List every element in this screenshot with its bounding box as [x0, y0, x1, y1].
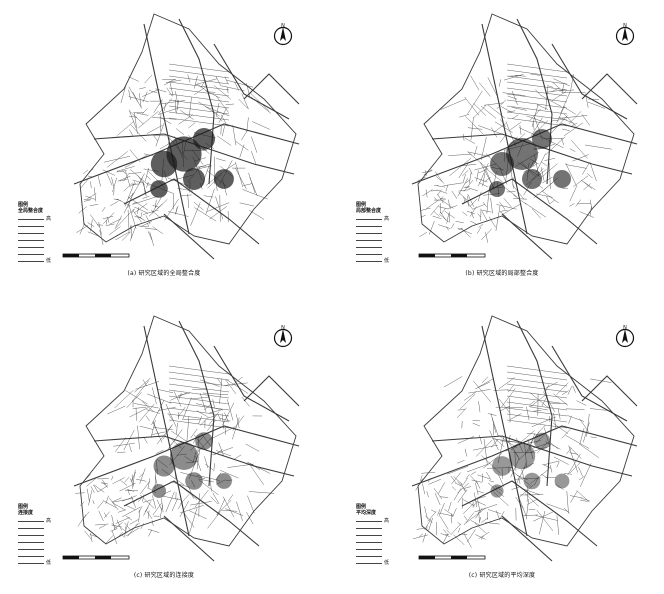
scale-bar	[418, 253, 486, 258]
map-panel-d: N 图例 平均深度 高 低 (c) 研究区域的平均深度	[352, 306, 652, 586]
north-arrow-icon: N	[615, 23, 635, 46]
legend-low: 低	[384, 258, 390, 264]
legend-high: 高	[384, 216, 390, 222]
panel-caption: (c) 研究区域的平均深度	[468, 572, 536, 579]
north-label: N	[281, 23, 285, 29]
map-panel-b: N 图例 局部整合度 高 低 (b) 研究区域的局部整合度	[352, 4, 652, 284]
street-network-map-c	[73, 315, 300, 562]
north-label: N	[623, 325, 627, 331]
scale-bar	[62, 555, 130, 560]
map-panel-a: N 图例 全局整合度 高 低 (a) 研究区域的全局整合度	[14, 4, 314, 284]
legend-d: 图例 平均深度 高 低	[356, 504, 406, 567]
legend-high: 高	[46, 216, 52, 222]
north-label: N	[281, 325, 285, 331]
legend-c: 图例 连接度 高 低	[18, 504, 68, 567]
legend-subtitle: 局部整合度	[356, 208, 382, 214]
legend-low: 低	[46, 560, 52, 566]
street-network-map-d	[411, 315, 638, 562]
legend-low: 低	[46, 258, 52, 264]
legend-title: 图例	[356, 504, 367, 510]
panel-caption: (b) 研究区域的局部整合度	[465, 270, 539, 277]
legend-high: 高	[384, 518, 390, 524]
map-panel-c: N 图例 连接度 高 低 (c) 研究区域的连接度	[14, 306, 314, 586]
north-arrow-icon: N	[615, 325, 635, 348]
panel-caption: (c) 研究区域的连接度	[133, 572, 195, 579]
legend-subtitle: 连接度	[18, 510, 34, 516]
legend-b: 图例 局部整合度 高 低	[356, 202, 406, 265]
north-label: N	[623, 23, 627, 29]
scale-bar	[418, 555, 486, 560]
legend-title: 图例	[18, 504, 29, 510]
legend-title: 图例	[356, 202, 367, 208]
legend-low: 低	[384, 560, 390, 566]
legend-title: 图例	[18, 202, 29, 208]
panel-caption: (a) 研究区域的全局整合度	[127, 270, 201, 277]
north-arrow-icon: N	[273, 23, 293, 46]
legend-subtitle: 全局整合度	[18, 208, 44, 214]
scale-bar	[62, 253, 130, 258]
legend-subtitle: 平均深度	[356, 510, 377, 516]
north-arrow-icon: N	[273, 325, 293, 348]
street-network-map-a	[73, 13, 300, 260]
legend-high: 高	[46, 518, 52, 524]
street-network-map-b	[411, 13, 638, 260]
legend-a: 图例 全局整合度 高 低	[18, 202, 68, 265]
